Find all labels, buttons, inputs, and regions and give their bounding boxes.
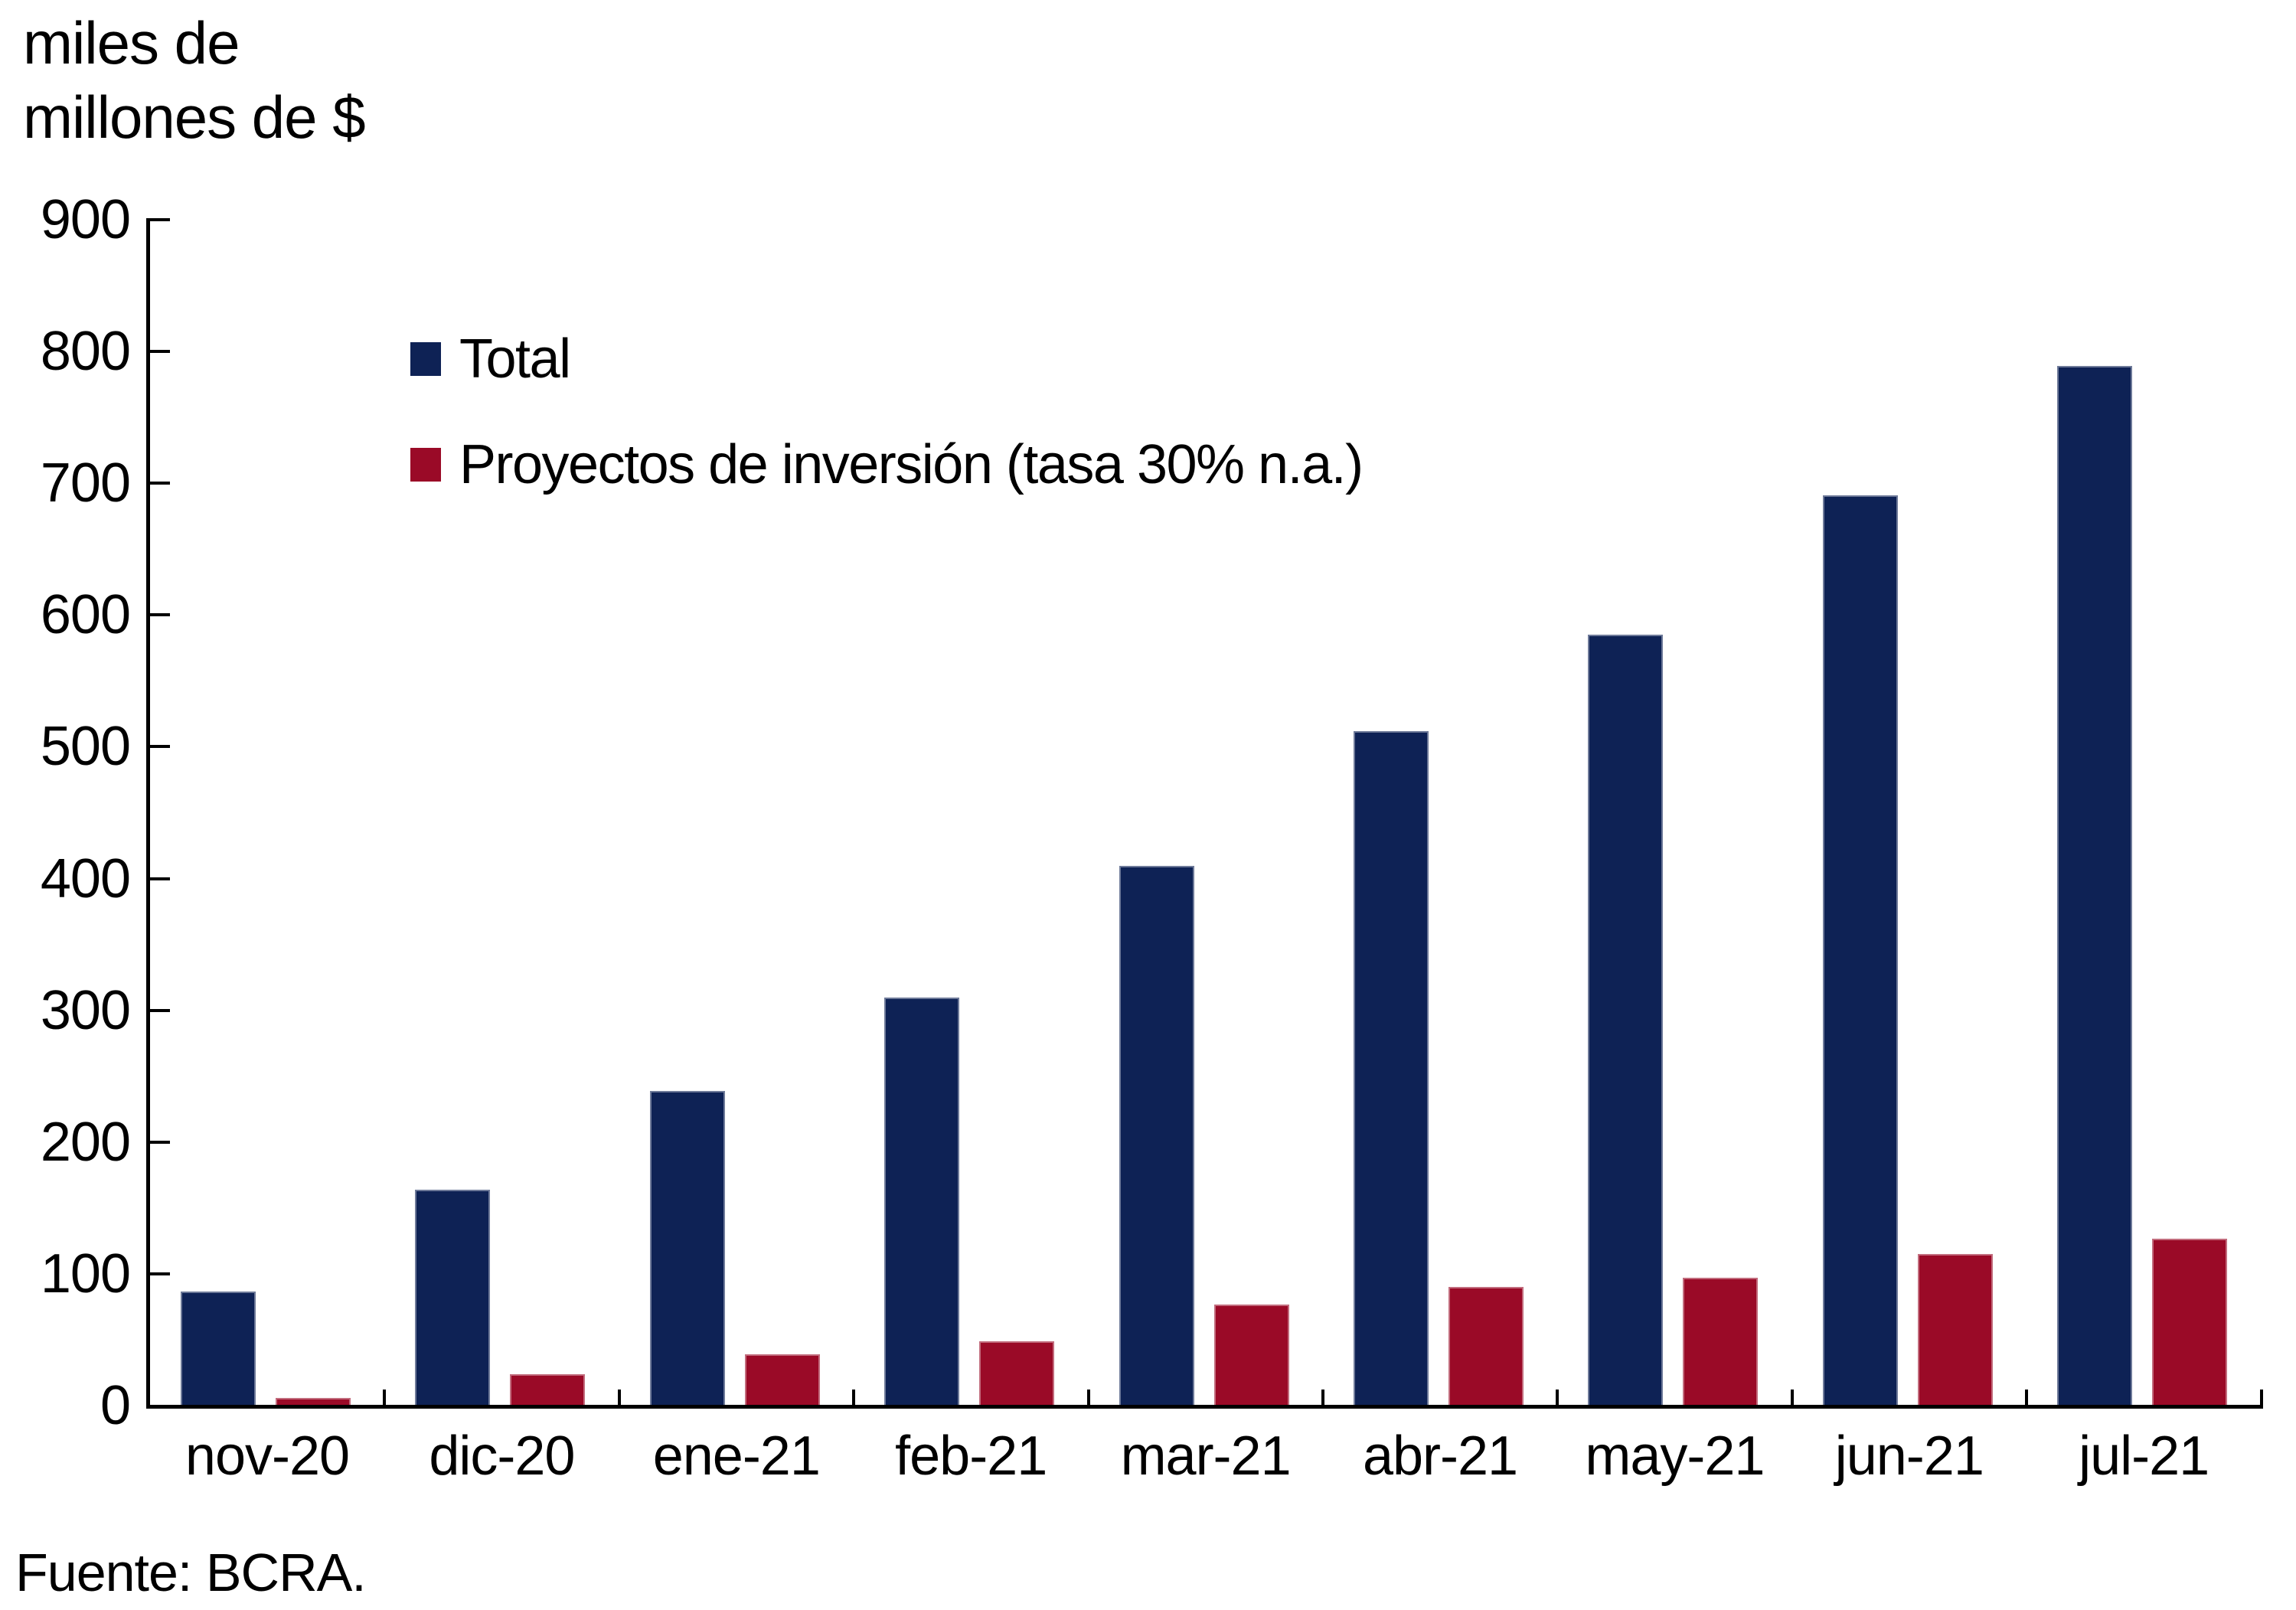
legend-swatch-total-icon [410,342,441,376]
x-tick-mark [1086,1390,1090,1405]
y-axis-title: miles de millones de $ [23,6,366,155]
x-tick-label-dic-20: dic-20 [429,1425,575,1487]
y-tick-label: 200 [40,1111,131,1173]
y-tick-mark [150,482,170,485]
x-tick-mark [2259,1390,2263,1405]
x-tick-label-nov-20: nov-20 [185,1425,350,1487]
legend-item-proyectos: Proyectos de inversión (tasa 30% n.a.) [410,433,1364,497]
bar-proyectos-dic-20 [510,1373,586,1407]
legend-label-proyectos: Proyectos de inversión (tasa 30% n.a.) [459,434,1364,495]
bar-total-feb-21 [884,997,960,1407]
y-tick-label: 0 [100,1375,131,1436]
y-axis-title-line2: millones de $ [23,83,366,151]
x-tick-label-mar-21: mar-21 [1120,1425,1292,1487]
y-tick-mark [150,877,170,880]
bar-total-dic-20 [415,1190,491,1407]
legend-label-total: Total [459,328,571,390]
y-tick-label: 600 [40,584,131,646]
y-tick-mark [150,613,170,617]
y-tick-label: 900 [40,189,131,250]
x-tick-mark [1790,1390,1794,1405]
bar-total-jul-21 [2057,366,2133,1407]
y-tick-label: 300 [40,979,131,1041]
y-tick-label: 800 [40,321,131,383]
y-tick-mark [150,745,170,749]
x-tick-mark [2025,1390,2029,1405]
y-tick-label: 700 [40,452,131,514]
y-tick-mark [150,1272,170,1275]
y-axis-line [146,218,150,1409]
bar-proyectos-jul-21 [2152,1238,2228,1407]
bar-proyectos-may-21 [1683,1278,1759,1407]
y-tick-mark [150,1008,170,1012]
bar-total-mar-21 [1119,865,1194,1407]
legend-item-total: Total [410,327,571,391]
bar-total-nov-20 [181,1291,256,1407]
x-tick-mark [383,1390,387,1405]
bar-total-abr-21 [1354,731,1429,1407]
bar-proyectos-feb-21 [979,1341,1055,1407]
y-tick-mark [150,218,170,221]
bar-total-ene-21 [649,1090,725,1407]
y-axis-title-line1: miles de [23,9,240,77]
x-tick-label-feb-21: feb-21 [895,1425,1047,1487]
bar-proyectos-abr-21 [1448,1287,1524,1407]
x-axis-line [146,1405,2263,1409]
y-tick-label: 100 [40,1243,131,1305]
x-tick-label-ene-21: ene-21 [652,1425,821,1487]
x-tick-mark [1321,1390,1324,1405]
bar-proyectos-ene-21 [744,1354,820,1407]
x-tick-label-may-21: may-21 [1585,1425,1765,1487]
bar-proyectos-jun-21 [1917,1254,1993,1407]
x-tick-mark [852,1390,856,1405]
bar-total-may-21 [1588,635,1664,1407]
x-tick-label-jul-21: jul-21 [2079,1425,2209,1487]
x-tick-mark [617,1390,621,1405]
x-tick-label-abr-21: abr-21 [1362,1425,1518,1487]
y-tick-mark [150,350,170,354]
bar-total-jun-21 [1822,495,1898,1407]
legend-swatch-proyectos-icon [410,448,441,482]
x-tick-label-jun-21: jun-21 [1834,1425,1984,1487]
y-tick-label: 500 [40,716,131,778]
y-tick-label: 400 [40,847,131,910]
y-tick-mark [150,1140,170,1144]
x-tick-mark [1556,1390,1560,1405]
source-note: Fuente: BCRA. [15,1543,367,1602]
bar-proyectos-mar-21 [1213,1304,1289,1407]
bar-proyectos-nov-20 [276,1397,351,1407]
